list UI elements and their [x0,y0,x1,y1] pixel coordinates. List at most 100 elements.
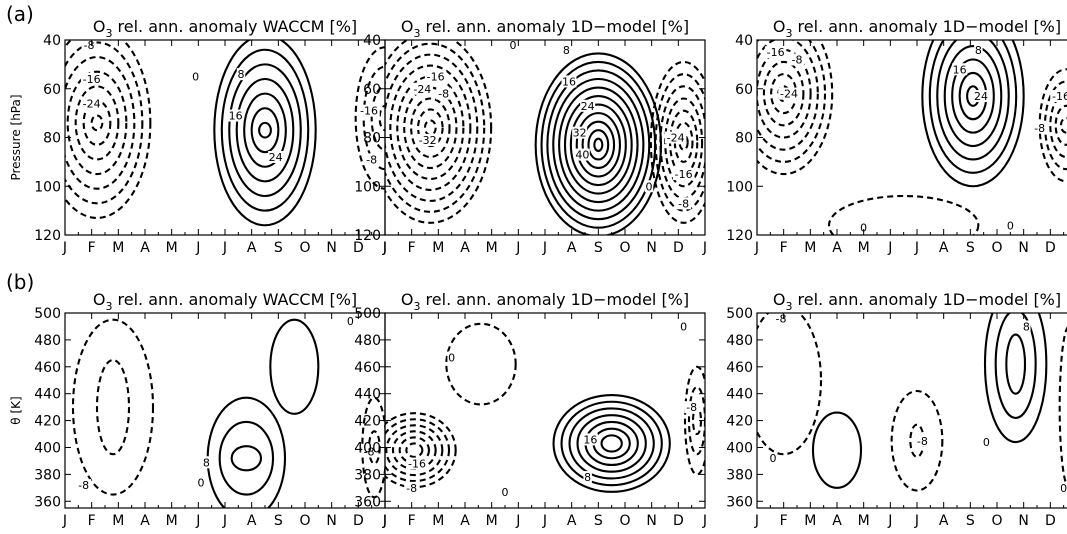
contour-label: -8 [686,401,697,414]
x-tick-label: N [646,240,656,256]
x-tick-label: J [542,240,547,256]
contour-lines [71,318,385,508]
x-tick-label: F [408,513,416,529]
contour-label: -16 [360,105,378,118]
y-tick-label: 100 [34,179,61,195]
contour-label-bg [364,153,380,166]
y-axis-label: θ [K] [9,396,23,424]
x-tick-label: D [353,513,364,529]
contour-label: 24 [581,100,595,113]
y-tick-label: 460 [34,360,61,376]
x-tick-label: O [299,513,310,529]
x-tick-label: S [966,240,975,256]
x-tick-label: M [858,240,870,256]
x-tick-label: J [195,240,200,256]
y-tick-label: 60 [43,82,61,98]
x-tick-label: J [914,513,919,529]
contour-label-bg [676,197,692,210]
contour-label-bg [76,479,92,492]
x-tick-label: N [1018,240,1028,256]
panel-0-2: -16-24-816824-8-1600JFMAMJJASONDJ4060801… [726,17,1067,256]
y-tick-label: 500 [726,306,753,322]
contour-label: -16 [427,71,445,84]
contour-label: 0 [770,452,777,465]
contour-label-bg [1059,481,1067,494]
contour-line [568,407,655,480]
contour-label-bg [202,456,211,469]
contour-line [1005,333,1027,395]
y-tick-label: 460 [354,360,381,376]
x-tick-label: M [166,513,178,529]
contour-label-bg [562,43,571,56]
plot-frame [384,312,706,509]
contour-label: 8 [203,456,210,469]
y-tick-label: 360 [354,494,381,510]
y-tick-label: 500 [34,306,61,322]
x-tick-label: D [353,240,364,256]
contour-label: 0 [448,351,455,364]
y-tick-label: 80 [735,131,753,147]
x-tick-label: J [382,513,387,529]
contour-label-bg [424,70,447,83]
contour-label-bg [228,109,244,122]
contour-label-bg [191,70,200,83]
contour-line [1059,116,1067,134]
contour-label-bg [80,97,103,110]
y-tick-label: 420 [34,414,61,430]
contour-line [757,40,834,176]
contour-label: 8 [1023,320,1030,333]
contour-label-bg [768,452,778,465]
contour-line [552,77,645,212]
contour-line [385,42,486,213]
x-tick-label: S [966,513,975,529]
contour-label-bg [572,126,588,139]
x-tick-label: J [887,513,892,529]
contour-line [757,313,823,456]
row-label-b: (b) [6,270,35,294]
contour-line [762,60,805,127]
contour-label-bg [406,457,428,470]
contour-line [220,48,310,212]
contour-label-bg [664,131,687,144]
x-tick-label: J [914,240,919,256]
x-tick-label: A [832,513,842,529]
x-tick-label: J [382,240,387,256]
contour-line [403,86,458,170]
contour-line [928,40,1018,174]
contour-lines [757,313,1067,492]
contour-line [757,40,827,163]
y-tick-label: 360 [726,494,753,510]
contour-line [827,194,980,235]
y-tick-label: 40 [43,33,61,49]
x-tick-label: A [567,240,577,256]
contour-label-bg [268,151,284,163]
contour-label-bg [1022,320,1031,333]
x-tick-label: F [780,240,788,256]
contour-label: 0 [192,71,199,84]
contour-line [361,396,385,499]
x-tick-label: J [515,513,520,529]
x-tick-label: M [858,513,870,529]
contour-label: 8 [584,471,591,484]
row-label-a: (a) [6,2,34,26]
contour-label-bg [583,471,592,484]
panel-title: O3 rel. ann. anomaly 1D−model [%] [401,290,689,313]
y-tick-label: 120 [354,228,381,244]
y-tick-label: 40 [363,33,381,49]
y-axis-label: Pressure [hPa] [9,94,23,180]
contour-line [213,40,317,227]
panel-title: O3 rel. ann. anomaly 1D−model [%] [773,290,1061,313]
contour-line [65,56,136,190]
contour-label: -24 [667,132,685,145]
contour-line [552,393,671,493]
y-tick-label: 460 [726,360,753,376]
x-tick-label: O [991,240,1002,256]
contour-lines [757,40,1067,235]
x-tick-label: A [460,240,470,256]
y-tick-label: 120 [726,228,753,244]
contour-line [385,53,479,202]
y-tick-label: 480 [726,333,753,349]
